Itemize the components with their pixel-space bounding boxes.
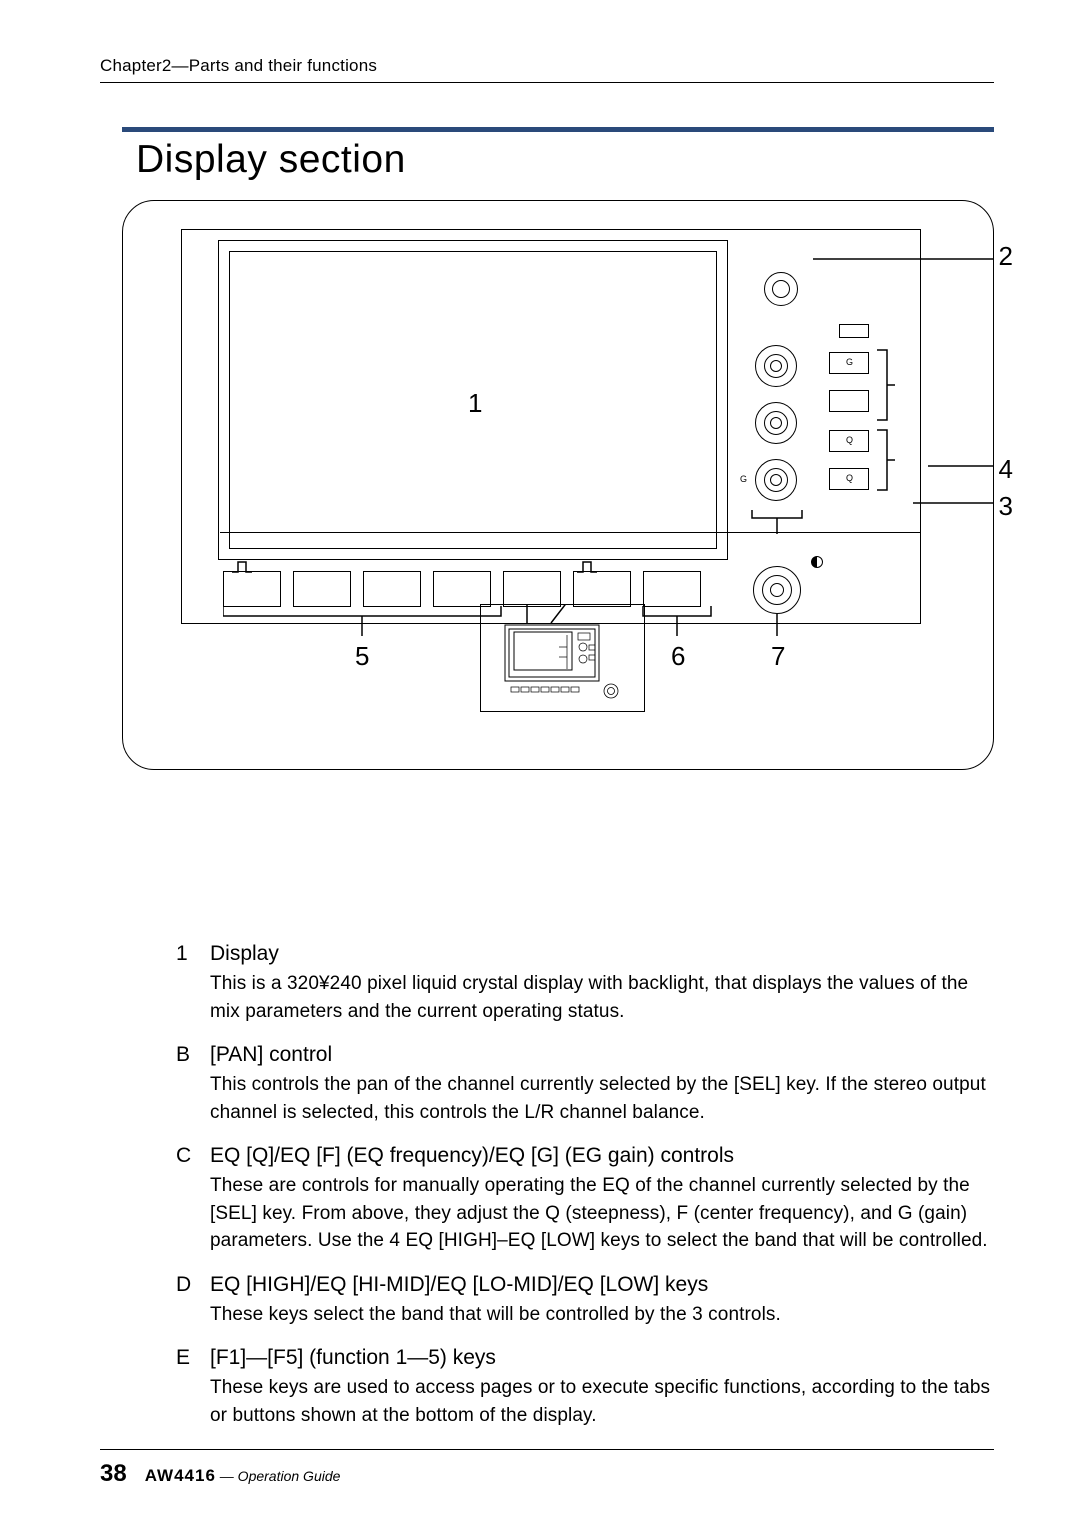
callout-2: 2 [999, 241, 1013, 272]
item-1: 1Display This is a 320¥240 pixel liquid … [176, 942, 994, 1025]
chapter-header: Chapter2—Parts and their functions [100, 56, 994, 83]
eq-q-label-1: Q [846, 435, 853, 445]
fn-button [573, 571, 631, 607]
fn-button [223, 571, 281, 607]
item-list: 1Display This is a 320¥240 pixel liquid … [176, 942, 994, 1429]
brand-logo: AW4416 [145, 1466, 216, 1485]
callout-7: 7 [771, 641, 785, 672]
locator-mini [480, 604, 645, 712]
callout-3: 3 [999, 491, 1013, 522]
callout-5: 5 [355, 641, 369, 672]
fn-button [503, 571, 561, 607]
contrast-icon [811, 556, 823, 568]
eq-g-label: G [846, 357, 853, 367]
page-number: 38 [100, 1460, 127, 1488]
callout-1: 1 [468, 388, 482, 419]
item-b: B[PAN] control This controls the pan of … [176, 1043, 994, 1126]
item-c: CEQ [Q]/EQ [F] (EQ frequency)/EQ [G] (EG… [176, 1144, 994, 1255]
section-title: Display section [136, 138, 994, 182]
page-footer: 38 AW4416 — Operation Guide [100, 1449, 994, 1488]
fn-button [643, 571, 701, 607]
eq-q-label-2: Q [846, 473, 853, 483]
fn-button [293, 571, 351, 607]
fn-button [433, 571, 491, 607]
callout-6: 6 [671, 641, 685, 672]
eq-g-label-2: G [740, 474, 747, 484]
fn-button [363, 571, 421, 607]
item-d: DEQ [HIGH]/EQ [HI-MID]/EQ [LO-MID]/EQ [L… [176, 1273, 994, 1329]
item-e: E[F1]—[F5] (function 1—5) keys These key… [176, 1346, 994, 1429]
footer-subtitle: — Operation Guide [216, 1468, 341, 1484]
callout-4: 4 [999, 454, 1013, 485]
section-rule [122, 127, 994, 132]
